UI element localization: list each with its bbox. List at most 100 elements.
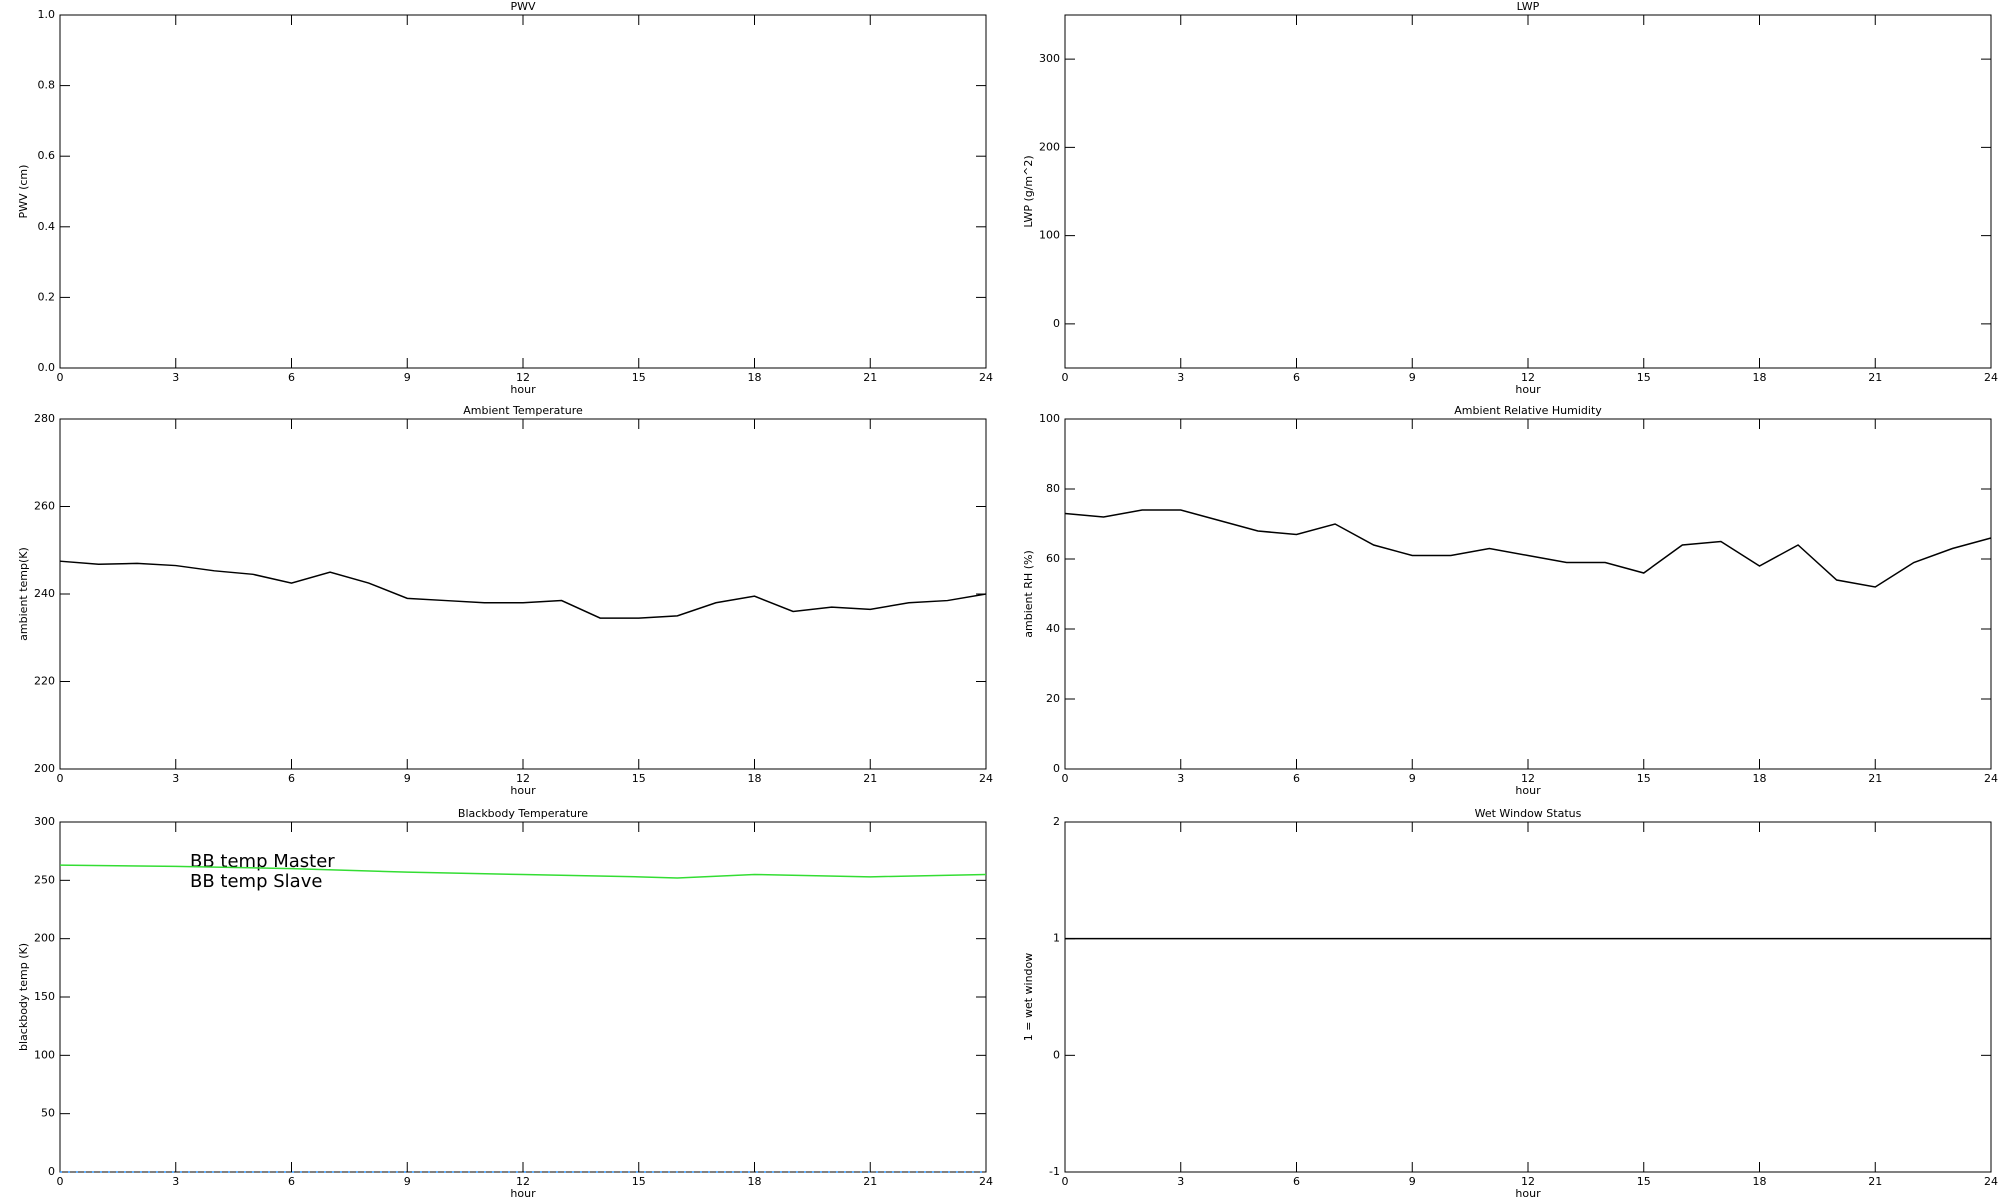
x-tick-label: 18	[1753, 1175, 1767, 1188]
chart-title: LWP	[1517, 0, 1540, 13]
x-tick-label: 9	[404, 1175, 411, 1188]
x-tick-label: 3	[1177, 772, 1184, 785]
y-tick-label: 100	[1039, 412, 1060, 425]
y-tick-label: 260	[34, 500, 55, 513]
plot-panel: Blackbody Temperature hour blackbody temp …	[17, 807, 993, 1200]
x-tick-label: 3	[172, 1175, 179, 1188]
y-tick-label: 20	[1046, 692, 1060, 705]
plot-frame	[1064, 14, 1992, 369]
x-tick-label: 18	[748, 1175, 762, 1188]
y-tick-label: 0	[1053, 762, 1060, 775]
y-tick-label: 150	[34, 990, 55, 1003]
x-tick-label: 21	[1868, 371, 1882, 384]
y-tick-label: 0.0	[38, 361, 56, 374]
x-tick-label: 12	[516, 1175, 530, 1188]
x-tick-label: 9	[404, 772, 411, 785]
y-tick-label: 100	[34, 1048, 55, 1061]
x-tick-label: 6	[288, 1175, 295, 1188]
x-tick-label: 21	[1868, 1175, 1882, 1188]
x-axis-label: hour	[1515, 1187, 1541, 1200]
x-tick-label: 3	[172, 371, 179, 384]
x-axis-label: hour	[1515, 784, 1541, 797]
y-tick-label: -1	[1049, 1165, 1060, 1178]
y-tick-label: 200	[34, 762, 55, 775]
plot-panel: Ambient Relative Humidity hour ambient RH …	[1022, 404, 1998, 797]
plot-panel: LWP hour LWP (g/m^2) 0 3 6 9 12 15 18 21 24 0 100 200 3…	[1022, 0, 1998, 396]
chart-title: Ambient Relative Humidity	[1454, 404, 1602, 417]
x-tick-label: 0	[1062, 1175, 1069, 1188]
x-tick-label: 12	[516, 772, 530, 785]
chart-title: Wet Window Status	[1475, 807, 1582, 820]
x-tick-label: 0	[57, 772, 64, 785]
x-axis-label: hour	[510, 383, 536, 396]
y-tick-label: 0	[1053, 317, 1060, 330]
data-line	[59, 864, 987, 879]
y-tick-label: 50	[41, 1107, 55, 1120]
x-tick-label: 9	[1409, 772, 1416, 785]
y-tick-label: 300	[1039, 52, 1060, 65]
x-tick-label: 12	[1521, 1175, 1535, 1188]
y-axis-label: 1 = wet window	[1022, 953, 1035, 1042]
y-tick-label: 1.0	[38, 8, 56, 21]
y-tick-label: 200	[1039, 140, 1060, 153]
data-line	[1064, 509, 1992, 588]
x-tick-label: 18	[748, 371, 762, 384]
plot-frame	[1064, 418, 1992, 770]
y-tick-label: 250	[34, 873, 55, 886]
x-tick-label: 12	[1521, 772, 1535, 785]
x-tick-label: 24	[979, 1175, 993, 1188]
x-tick-label: 18	[1753, 371, 1767, 384]
x-tick-label: 3	[1177, 1175, 1184, 1188]
y-tick-label: 0	[1053, 1048, 1060, 1061]
y-axis-label: PWV (cm)	[17, 165, 30, 219]
x-axis-label: hour	[510, 1187, 536, 1200]
chart-title: Ambient Temperature	[463, 404, 583, 417]
plot-frame	[1064, 821, 1992, 1173]
x-tick-label: 0	[1062, 772, 1069, 785]
x-tick-label: 21	[863, 371, 877, 384]
x-tick-label: 24	[979, 772, 993, 785]
x-axis-label: hour	[510, 784, 536, 797]
x-tick-label: 15	[632, 1175, 646, 1188]
x-tick-label: 12	[516, 371, 530, 384]
y-tick-label: 0.2	[38, 290, 56, 303]
y-axis-label: ambient RH (%)	[1022, 550, 1035, 638]
plot-panel: Wet Window Status hour 1 = wet window 0 3 6 9 1…	[1022, 807, 1998, 1200]
plot-panel: Ambient Temperature hour ambient temp(K) 0 3…	[17, 404, 993, 797]
x-tick-label: 0	[1062, 371, 1069, 384]
y-axis-label: ambient temp(K)	[17, 547, 30, 641]
x-tick-label: 6	[1293, 371, 1300, 384]
x-tick-label: 15	[1637, 772, 1651, 785]
y-tick-label: 0	[48, 1165, 55, 1178]
x-tick-label: 3	[172, 772, 179, 785]
x-tick-label: 24	[979, 371, 993, 384]
plot-panel: PWV hour PWV (cm) 0 3 6 9 12 15 18 21 24 0.0 0.2 0.4 0.…	[17, 0, 993, 396]
x-tick-label: 24	[1984, 772, 1998, 785]
y-tick-label: 1	[1053, 932, 1060, 945]
y-tick-label: 2	[1053, 815, 1060, 828]
y-axis-label: LWP (g/m^2)	[1022, 155, 1035, 227]
x-tick-label: 12	[1521, 371, 1535, 384]
y-tick-label: 0.4	[38, 220, 56, 233]
x-tick-label: 15	[1637, 371, 1651, 384]
y-tick-label: 80	[1046, 482, 1060, 495]
y-tick-label: 220	[34, 675, 55, 688]
y-axis-label: blackbody temp (K)	[17, 943, 30, 1051]
x-tick-label: 0	[57, 371, 64, 384]
x-tick-label: 24	[1984, 1175, 1998, 1188]
x-tick-label: 6	[288, 772, 295, 785]
plot-frame	[59, 418, 987, 770]
plot-frame	[59, 14, 987, 369]
x-tick-label: 18	[1753, 772, 1767, 785]
y-tick-label: 40	[1046, 622, 1060, 635]
y-tick-label: 100	[1039, 229, 1060, 242]
x-tick-label: 21	[1868, 772, 1882, 785]
y-tick-label: 240	[34, 587, 55, 600]
y-tick-label: 0.6	[38, 149, 56, 162]
chart-title: Blackbody Temperature	[458, 807, 588, 820]
x-tick-label: 6	[288, 371, 295, 384]
x-axis-label: hour	[1515, 383, 1541, 396]
y-tick-label: 60	[1046, 552, 1060, 565]
y-tick-label: 200	[34, 932, 55, 945]
